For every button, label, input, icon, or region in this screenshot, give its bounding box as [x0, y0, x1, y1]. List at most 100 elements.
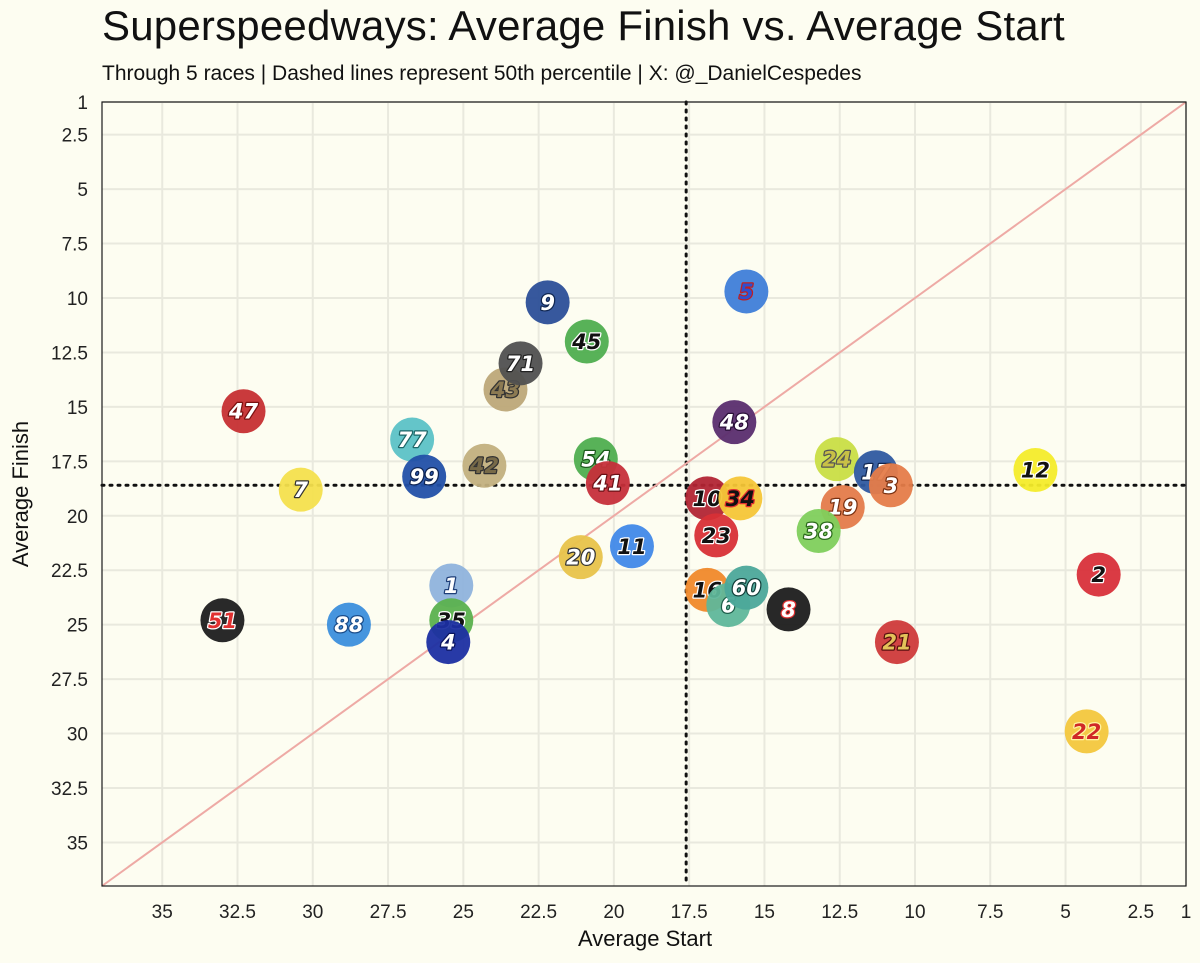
- car-number-label: 20: [566, 546, 595, 570]
- car-point-21[interactable]: 21: [874, 620, 919, 665]
- x-tick-label: 22.5: [520, 902, 557, 923]
- car-number-label: 42: [469, 454, 499, 478]
- y-tick-label: 7.5: [62, 235, 88, 256]
- x-tick-label: 30: [302, 902, 323, 923]
- car-point-1[interactable]: 1: [429, 563, 474, 608]
- x-tick-label: 35: [152, 902, 173, 923]
- car-point-11[interactable]: 11: [609, 524, 654, 569]
- car-marker: [462, 443, 507, 488]
- car-number-label: 2: [1091, 563, 1106, 587]
- chart-subtitle: Through 5 races | Dashed lines represent…: [102, 62, 862, 85]
- car-point-7[interactable]: 7: [278, 467, 323, 512]
- x-tick-label: 1: [1181, 902, 1192, 923]
- y-tick-label: 1: [77, 93, 88, 114]
- x-tick-label: 15: [754, 902, 775, 923]
- y-tick-label: 20: [67, 507, 88, 528]
- car-number-label: 1: [444, 574, 459, 598]
- y-tick-label: 22.5: [51, 561, 88, 582]
- x-tick-label: 17.5: [671, 902, 708, 923]
- car-point-12[interactable]: 12: [1013, 448, 1058, 493]
- car-point-48[interactable]: 48: [712, 400, 757, 445]
- car-point-45[interactable]: 45: [564, 319, 609, 364]
- y-tick-label: 10: [67, 289, 88, 310]
- y-tick-label: 30: [67, 725, 88, 746]
- car-point-47[interactable]: 47: [221, 389, 266, 434]
- car-point-60[interactable]: 60: [724, 565, 769, 610]
- car-number-label: 23: [702, 524, 731, 548]
- x-tick-label: 12.5: [821, 902, 858, 923]
- car-marker: [694, 513, 739, 558]
- car-marker: [402, 454, 447, 499]
- car-marker: [564, 319, 609, 364]
- car-number-label: 60: [732, 576, 761, 600]
- car-marker: [766, 587, 811, 632]
- car-point-42[interactable]: 42: [462, 443, 507, 488]
- car-number-label: 48: [719, 411, 749, 435]
- car-number-label: 4: [440, 631, 456, 655]
- car-point-4[interactable]: 4: [426, 620, 471, 665]
- car-point-77[interactable]: 77: [390, 417, 435, 462]
- x-tick-label: 32.5: [219, 902, 256, 923]
- car-point-34[interactable]: 34: [718, 476, 763, 521]
- car-point-22[interactable]: 22: [1064, 709, 1109, 754]
- car-point-8[interactable]: 8: [766, 587, 811, 632]
- car-marker: [221, 389, 266, 434]
- x-tick-label: 10: [904, 902, 925, 923]
- y-tick-label: 27.5: [51, 670, 88, 691]
- car-number-label: 45: [571, 330, 601, 354]
- car-marker: [498, 341, 543, 386]
- x-tick-label: 5: [1060, 902, 1071, 923]
- car-point-10[interactable]: 10: [685, 476, 730, 521]
- car-number-label: 12: [1021, 459, 1050, 483]
- y-tick-label: 5: [77, 180, 88, 201]
- car-number-label: 38: [804, 520, 833, 544]
- car-number-label: 7: [293, 478, 308, 502]
- car-point-38[interactable]: 38: [796, 509, 841, 554]
- car-number-label: 8: [781, 598, 796, 622]
- car-point-71[interactable]: 71: [498, 341, 543, 386]
- x-tick-labels: 35 32.5 30 27.5 25 22.5 20 17.5 15 12.5 10 7.5 5 2.5 1: [152, 902, 1192, 923]
- plot-frame: [101, 101, 1187, 887]
- car-marker: [585, 461, 630, 506]
- car-point-88[interactable]: 88: [326, 602, 371, 647]
- car-point-20[interactable]: 20: [558, 535, 603, 580]
- car-marker: [200, 598, 245, 643]
- car-marker: [718, 476, 763, 521]
- car-number-label: 34: [726, 487, 755, 511]
- car-number-label: 24: [822, 448, 851, 472]
- car-number-label: 9: [540, 291, 555, 315]
- y-tick-label: 12.5: [51, 343, 88, 364]
- car-point-24[interactable]: 24: [814, 437, 859, 482]
- car-point-23[interactable]: 23: [694, 513, 739, 558]
- x-axis-title: Average Start: [578, 926, 712, 951]
- car-number-label: 5: [739, 280, 754, 304]
- car-point-19[interactable]: 19: [820, 485, 865, 530]
- car-marker: [868, 463, 913, 508]
- points-layer: 4775188779913544243719455441201154810342…: [200, 269, 1121, 754]
- car-point-2[interactable]: 2: [1076, 552, 1121, 597]
- y-tick-label: 2.5: [62, 126, 88, 147]
- car-marker: [814, 437, 859, 482]
- car-number-label: 22: [1072, 720, 1101, 744]
- y-tick-label: 25: [67, 616, 88, 637]
- car-marker: [685, 476, 730, 521]
- y-tick-label: 32.5: [51, 779, 88, 800]
- car-point-5[interactable]: 5: [724, 269, 769, 314]
- car-point-3[interactable]: 3: [868, 463, 913, 508]
- car-point-41[interactable]: 41: [585, 461, 630, 506]
- car-point-51[interactable]: 51: [200, 598, 245, 643]
- car-marker: [278, 467, 323, 512]
- car-number-label: 11: [617, 535, 646, 559]
- car-number-label: 21: [882, 631, 911, 655]
- car-number-label: 71: [506, 352, 535, 376]
- car-marker: [429, 563, 474, 608]
- car-point-99[interactable]: 99: [402, 454, 447, 499]
- car-point-9[interactable]: 9: [525, 280, 570, 325]
- car-marker: [796, 509, 841, 554]
- x-tick-label: 7.5: [977, 902, 1003, 923]
- x-tick-label: 20: [603, 902, 624, 923]
- chart-title: Superspeedways: Average Finish vs. Avera…: [102, 2, 1065, 49]
- car-marker: [1013, 448, 1058, 493]
